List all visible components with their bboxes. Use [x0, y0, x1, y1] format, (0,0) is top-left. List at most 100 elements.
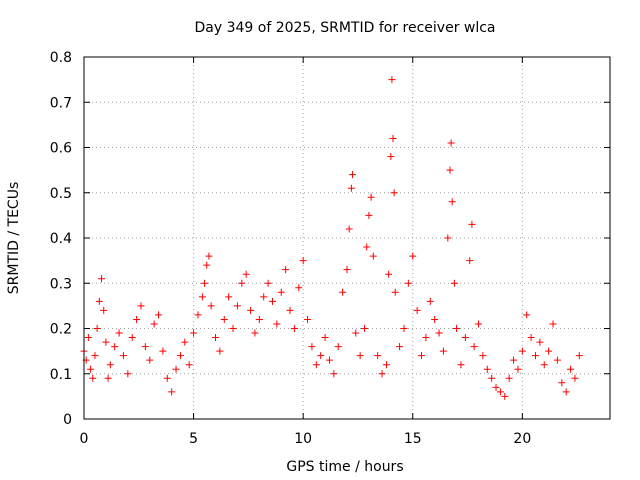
data-point [299, 257, 307, 265]
data-point [277, 288, 285, 296]
data-point [242, 270, 250, 278]
data-point [89, 374, 97, 382]
data-point [185, 361, 193, 369]
x-tick-label: 15 [404, 431, 422, 447]
data-point [390, 189, 398, 197]
data-point [496, 388, 504, 396]
data-point [212, 334, 219, 342]
data-point [374, 352, 382, 360]
data-point [391, 288, 399, 296]
axis-ticks [83, 56, 610, 420]
data-point [255, 315, 263, 323]
data-point [133, 315, 141, 323]
data-point [345, 225, 353, 233]
data-point [168, 388, 176, 396]
data-point [536, 338, 544, 346]
data-point [220, 315, 228, 323]
x-tick-label: 0 [80, 431, 89, 447]
data-point [444, 234, 452, 242]
data-point [348, 171, 356, 179]
data-point [111, 343, 119, 351]
data-point [95, 297, 103, 305]
y-tick-label: 0.3 [50, 276, 72, 292]
x-tick-label: 20 [513, 431, 531, 447]
data-point [501, 392, 509, 400]
data-point [435, 329, 443, 337]
data-point [119, 352, 127, 360]
data-point [540, 361, 548, 369]
data-point [207, 302, 215, 310]
data-point [87, 365, 95, 373]
data-point [553, 356, 561, 364]
data-point [176, 352, 184, 360]
data-point [238, 279, 246, 287]
data-point [382, 361, 390, 369]
data-point [461, 334, 469, 342]
data-point [378, 370, 386, 378]
data-point [100, 306, 108, 314]
data-point [304, 315, 312, 323]
data-point [325, 356, 333, 364]
data-point [409, 252, 417, 260]
data-point [518, 347, 526, 355]
data-point [514, 365, 522, 373]
data-point [470, 343, 478, 351]
data-point [418, 352, 426, 360]
grid [84, 57, 610, 419]
data-point [115, 329, 123, 337]
data-point [106, 361, 114, 369]
data-point [124, 370, 132, 378]
data-point [98, 275, 106, 283]
y-axis-label: SRMTID / TECUs [6, 182, 22, 295]
data-point [352, 329, 360, 337]
data-point [450, 279, 458, 287]
data-point [448, 198, 456, 206]
data-point [510, 356, 518, 364]
data-point [181, 338, 189, 346]
data-point [488, 374, 496, 382]
data-point [146, 356, 154, 364]
y-tick-label: 0.2 [50, 322, 72, 338]
data-point [102, 338, 110, 346]
data-point [203, 261, 211, 269]
data-point [295, 284, 303, 292]
data-point [150, 320, 158, 328]
plot-frame [83, 56, 611, 420]
data-point [389, 134, 397, 142]
data-point [388, 76, 396, 84]
data-point [260, 293, 268, 301]
data-point [396, 343, 404, 351]
data-point [361, 325, 369, 332]
data-point [413, 306, 421, 314]
x-tick-label: 5 [189, 431, 198, 447]
data-point [91, 352, 99, 360]
data-point [225, 293, 233, 301]
data-point [367, 193, 375, 201]
data-point [163, 374, 171, 382]
y-tick-label: 0.6 [50, 141, 72, 157]
data-point [400, 325, 408, 332]
data-point [198, 293, 206, 301]
y-tick-label: 0 [63, 412, 72, 428]
data-point [457, 361, 465, 369]
x-tick-label: 10 [294, 431, 312, 447]
x-tick-labels: 0 5 10 15 20 [80, 431, 532, 447]
data-point [426, 297, 434, 305]
data-point [190, 329, 198, 337]
data-point [479, 352, 487, 360]
data-point [334, 343, 342, 351]
data-point [356, 352, 364, 360]
data-point [571, 374, 579, 382]
data-point [330, 370, 338, 378]
data-point [104, 374, 112, 382]
data-point [251, 329, 259, 337]
data-point [273, 320, 281, 328]
data-point [268, 297, 276, 305]
data-point [446, 166, 454, 174]
data-point [447, 139, 455, 147]
data-point [84, 334, 92, 342]
data-point [282, 266, 290, 274]
data-point [321, 334, 329, 342]
data-point [137, 302, 145, 310]
